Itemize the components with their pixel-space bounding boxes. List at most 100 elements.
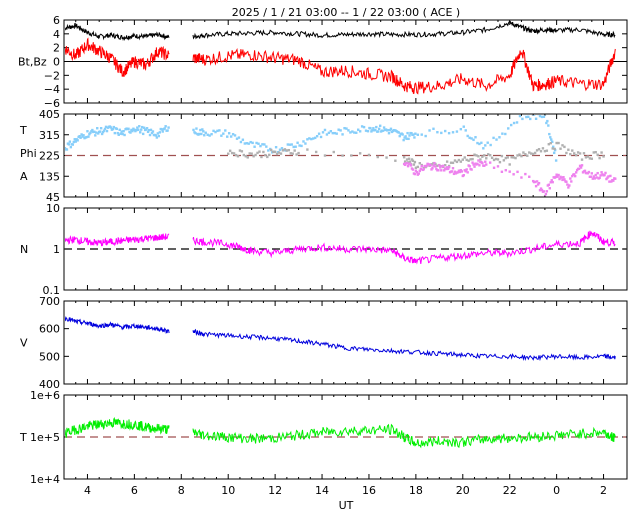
data-point <box>546 119 549 123</box>
data-point <box>566 183 569 186</box>
data-point <box>304 142 307 145</box>
data-point <box>430 168 433 171</box>
data-point <box>439 166 442 169</box>
data-point <box>557 173 560 177</box>
data-point <box>455 130 459 133</box>
data-point <box>573 173 576 176</box>
data-point <box>118 128 121 132</box>
data-point <box>487 153 490 156</box>
data-point <box>402 138 405 142</box>
data-point <box>578 152 582 155</box>
data-point <box>443 163 447 167</box>
data-point <box>374 128 377 132</box>
data-point <box>355 131 358 134</box>
data-point <box>492 136 495 140</box>
data-point <box>518 115 522 118</box>
data-point <box>161 130 164 133</box>
data-point <box>411 159 415 162</box>
data-point <box>559 147 562 150</box>
panel-density: 10 1 0.1 N <box>20 202 628 297</box>
data-point <box>598 176 601 180</box>
data-point <box>485 163 488 166</box>
data-point <box>151 130 155 133</box>
data-point <box>482 147 485 150</box>
data-point <box>257 142 260 145</box>
data-point <box>139 131 142 134</box>
data-point <box>550 138 553 141</box>
data-point <box>583 169 587 173</box>
series-line-V <box>65 316 616 362</box>
data-point <box>528 175 531 178</box>
data-point <box>138 125 141 128</box>
data-point <box>377 130 380 133</box>
data-point <box>167 126 170 129</box>
data-point <box>406 164 410 168</box>
data-point <box>540 188 544 192</box>
y-tick-label: 405 <box>39 108 60 121</box>
data-point <box>313 136 317 140</box>
x-tick-label: 14 <box>315 484 329 497</box>
data-point <box>409 164 413 167</box>
data-point <box>577 167 581 170</box>
data-point <box>458 170 462 174</box>
data-point <box>594 150 597 154</box>
data-point <box>226 135 229 138</box>
plot-area <box>65 417 626 449</box>
data-point <box>89 131 92 135</box>
data-point <box>156 132 160 135</box>
data-point <box>588 157 592 160</box>
data-point <box>402 156 406 159</box>
data-point <box>306 138 309 141</box>
data-point <box>413 172 417 176</box>
y-tick-label: 500 <box>39 350 60 363</box>
data-point <box>252 155 255 158</box>
data-point <box>67 143 71 146</box>
data-point <box>478 164 481 167</box>
data-point <box>332 150 335 154</box>
data-point <box>431 166 434 170</box>
data-point <box>279 152 283 155</box>
y-axis-label: N <box>20 243 28 256</box>
y-tick-label: 400 <box>39 378 60 391</box>
data-point <box>428 129 431 132</box>
data-point <box>549 181 552 184</box>
data-point <box>509 123 513 127</box>
data-point <box>479 158 482 161</box>
data-point <box>494 157 498 161</box>
data-point <box>529 117 532 121</box>
data-point <box>508 170 511 173</box>
data-point <box>500 170 504 174</box>
data-point <box>570 180 573 183</box>
data-point <box>93 130 96 133</box>
data-point <box>471 157 474 161</box>
data-point <box>268 153 271 157</box>
data-point <box>552 145 555 148</box>
data-point <box>488 161 492 164</box>
series-line-N <box>65 230 616 265</box>
data-point <box>508 163 511 166</box>
data-point <box>285 149 289 152</box>
data-point <box>289 152 292 155</box>
data-point <box>265 145 268 148</box>
x-tick-label: 16 <box>362 484 376 497</box>
data-point <box>158 131 161 134</box>
data-point <box>495 138 498 141</box>
data-point <box>445 166 449 169</box>
data-point <box>510 156 513 159</box>
data-point <box>351 130 354 133</box>
data-point <box>433 161 436 165</box>
data-point <box>515 121 519 124</box>
data-point <box>386 128 390 132</box>
data-point <box>504 132 507 136</box>
data-point <box>445 160 449 163</box>
data-point <box>436 131 439 134</box>
data-point <box>593 177 596 180</box>
y-axis-label: T <box>19 431 27 444</box>
panel-field-angles: 405 315 225 135 45 T Phi A <box>19 108 628 204</box>
data-point <box>592 151 595 154</box>
data-point <box>157 134 161 138</box>
data-point <box>68 140 72 143</box>
data-point <box>398 134 401 138</box>
y-tick-label: 6 <box>53 14 60 27</box>
data-point <box>590 172 594 175</box>
